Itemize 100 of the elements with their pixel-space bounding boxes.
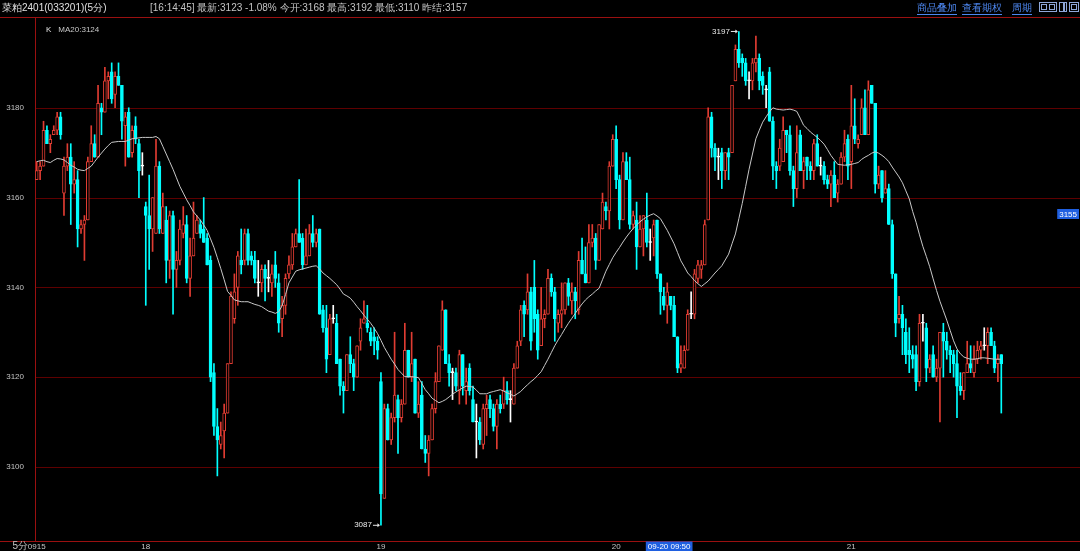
x-tick-label: 0915 xyxy=(27,541,47,551)
annotation: 3197 xyxy=(712,26,731,36)
candlestick xyxy=(927,354,932,373)
candlestick xyxy=(869,85,874,104)
candlestick xyxy=(679,345,683,373)
candlestick xyxy=(631,210,636,230)
candlestick xyxy=(137,138,141,198)
candlestick xyxy=(171,210,175,315)
candlestick xyxy=(921,313,925,342)
y-tick-label: 3100 xyxy=(6,462,25,472)
candlestick xyxy=(345,354,349,391)
x-tick-label: 21 xyxy=(846,541,857,551)
candlestick xyxy=(314,228,319,248)
candlestick xyxy=(846,134,850,180)
candlestick xyxy=(263,264,267,302)
candlestick xyxy=(477,417,482,445)
candlestick xyxy=(570,282,574,315)
candlestick xyxy=(396,394,400,454)
y-tick-label: 3160 xyxy=(6,192,25,202)
candlestick xyxy=(914,345,918,391)
candlestick xyxy=(747,71,751,100)
candlestick xyxy=(880,170,884,203)
candlestick xyxy=(805,156,809,180)
candlestick xyxy=(955,349,959,418)
candlestick xyxy=(832,161,837,198)
candlestick xyxy=(253,251,257,284)
candlestick xyxy=(672,296,676,338)
candlestick xyxy=(310,215,315,248)
text: 周期 xyxy=(1012,2,1032,14)
candlestick xyxy=(113,71,117,109)
candlestick xyxy=(580,237,584,275)
x-tick-label: 18 xyxy=(141,541,151,551)
candlestick xyxy=(379,372,383,526)
candlestick xyxy=(829,170,833,207)
x-tick-label: 20 xyxy=(611,541,622,551)
candlestick xyxy=(897,296,901,324)
candlestick xyxy=(120,85,124,140)
candlestick xyxy=(706,107,710,221)
candlestick xyxy=(822,161,826,185)
candlestick xyxy=(812,138,816,180)
candlestick xyxy=(539,287,543,347)
candlestick xyxy=(587,224,591,284)
candlestick xyxy=(518,304,523,347)
candlestick xyxy=(45,125,49,145)
candlestick xyxy=(999,354,1003,414)
candlestick xyxy=(55,111,59,136)
candlestick xyxy=(62,156,66,216)
candlestick xyxy=(270,264,274,297)
candlestick xyxy=(195,215,199,234)
candlestick xyxy=(849,85,854,189)
candlestick xyxy=(140,152,145,176)
candlestick xyxy=(546,269,550,315)
candlestick xyxy=(685,309,690,351)
candlestick xyxy=(931,345,935,378)
chart-subtitle: [16:14:45] 最新:3123 -1.08% 今开:3168 最高:3192 最低:3110 昨结:3157 xyxy=(150,2,468,14)
candlestick xyxy=(665,282,670,324)
candlestick xyxy=(109,62,114,104)
candlestick xyxy=(79,219,83,234)
candlestick xyxy=(103,67,107,113)
x-tick-label: 19 xyxy=(376,541,386,551)
candlestick xyxy=(989,327,993,347)
candlestick xyxy=(328,313,332,356)
candlestick xyxy=(730,85,734,154)
text: 查看期权 xyxy=(962,2,1002,14)
candlestick xyxy=(130,125,134,158)
candlestick xyxy=(924,322,929,382)
text: 09-20 09:50 xyxy=(647,542,692,551)
chart-title: 菜粕2401(033201)(5分) xyxy=(2,2,107,14)
candlestick xyxy=(474,403,479,459)
candlestick xyxy=(123,111,128,167)
text: 商品叠加 xyxy=(917,2,957,14)
candlestick xyxy=(246,228,250,266)
candlestick xyxy=(362,300,366,324)
candlestick xyxy=(764,85,768,109)
candlestick xyxy=(996,354,1000,382)
candlestick xyxy=(229,291,233,364)
candlestick xyxy=(815,134,820,167)
candlestick xyxy=(972,345,976,378)
text: 5分 xyxy=(12,539,28,551)
legend-title: K xyxy=(46,25,52,35)
y-tick-label: 3180 xyxy=(6,102,25,112)
candlestick xyxy=(454,367,458,391)
candlestick xyxy=(522,300,526,338)
candlestick xyxy=(413,358,417,414)
candlestick xyxy=(188,237,192,297)
candlestick xyxy=(689,291,693,320)
candlestick xyxy=(818,156,823,176)
text: 3155 xyxy=(1059,209,1078,219)
candlestick xyxy=(668,296,673,311)
candlestick xyxy=(638,215,642,248)
candlestick xyxy=(331,304,336,324)
candlestick xyxy=(96,85,100,158)
y-tick-label: 3140 xyxy=(6,282,25,292)
candlestick xyxy=(304,228,308,266)
candlestick xyxy=(979,340,983,360)
candlestick xyxy=(184,215,189,284)
candlestick xyxy=(621,152,625,221)
candlestick xyxy=(447,354,451,387)
candlestick xyxy=(498,394,503,414)
candlestick xyxy=(372,327,376,356)
